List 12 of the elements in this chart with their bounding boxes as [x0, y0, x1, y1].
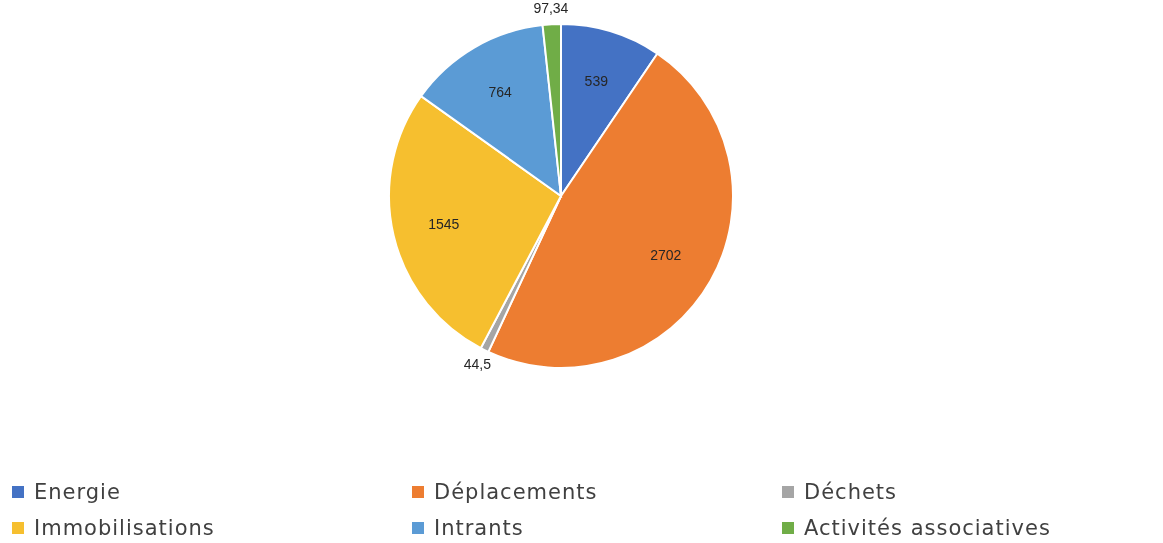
- data-label: 44,5: [463, 356, 492, 373]
- legend-label: Immobilisations: [34, 516, 215, 540]
- legend-label: Déplacements: [434, 480, 598, 504]
- legend-label: Déchets: [804, 480, 898, 504]
- data-label: 97,34: [533, 0, 569, 17]
- legend-label: Activités associatives: [804, 516, 1051, 540]
- data-label: 2702: [650, 247, 682, 264]
- legend-label: Energie: [34, 480, 121, 504]
- data-label: 1545: [428, 215, 460, 232]
- data-label: 764: [488, 84, 513, 101]
- legend-label: Intrants: [434, 516, 524, 540]
- data-label: 539: [584, 72, 609, 89]
